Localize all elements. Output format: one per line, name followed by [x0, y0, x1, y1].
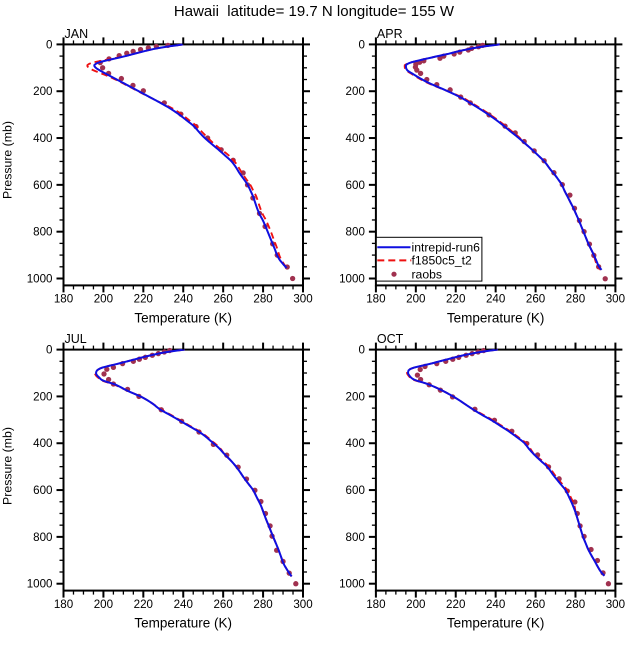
- svg-text:260: 260: [213, 293, 232, 306]
- svg-text:220: 220: [134, 598, 153, 611]
- svg-text:400: 400: [33, 132, 52, 145]
- svg-text:180: 180: [366, 598, 385, 611]
- svg-text:300: 300: [293, 598, 312, 611]
- svg-text:300: 300: [293, 293, 312, 306]
- svg-text:1000: 1000: [339, 273, 365, 286]
- svg-text:JAN: JAN: [65, 27, 89, 41]
- svg-text:0: 0: [358, 344, 364, 357]
- svg-text:400: 400: [346, 132, 365, 145]
- svg-text:Temperature (K): Temperature (K): [447, 616, 545, 631]
- svg-text:1000: 1000: [27, 273, 53, 286]
- svg-text:200: 200: [33, 390, 52, 403]
- svg-text:220: 220: [446, 598, 465, 611]
- svg-text:260: 260: [213, 598, 232, 611]
- svg-text:0: 0: [46, 38, 52, 51]
- svg-text:280: 280: [566, 598, 585, 611]
- svg-text:200: 200: [406, 293, 425, 306]
- svg-text:OCT: OCT: [377, 332, 404, 346]
- svg-text:600: 600: [33, 179, 52, 192]
- svg-text:600: 600: [346, 484, 365, 497]
- svg-text:600: 600: [33, 484, 52, 497]
- svg-text:1000: 1000: [27, 578, 53, 591]
- svg-text:240: 240: [174, 293, 193, 306]
- svg-text:800: 800: [33, 226, 52, 239]
- svg-text:1000: 1000: [339, 578, 365, 591]
- svg-text:240: 240: [174, 598, 193, 611]
- svg-text:200: 200: [346, 85, 365, 98]
- svg-text:Temperature (K): Temperature (K): [134, 616, 232, 631]
- svg-text:220: 220: [446, 293, 465, 306]
- svg-text:200: 200: [33, 85, 52, 98]
- svg-text:260: 260: [526, 598, 545, 611]
- svg-text:800: 800: [33, 531, 52, 544]
- svg-text:280: 280: [253, 598, 272, 611]
- svg-text:0: 0: [46, 344, 52, 357]
- svg-text:f1850c5_t2: f1850c5_t2: [412, 254, 473, 268]
- svg-text:Temperature (K): Temperature (K): [447, 310, 545, 325]
- svg-text:0: 0: [358, 38, 364, 51]
- svg-text:180: 180: [366, 293, 385, 306]
- svg-text:400: 400: [346, 437, 365, 450]
- svg-text:400: 400: [33, 437, 52, 450]
- svg-text:240: 240: [486, 293, 505, 306]
- svg-text:raobs: raobs: [412, 268, 443, 282]
- svg-text:200: 200: [406, 598, 425, 611]
- svg-text:220: 220: [134, 293, 153, 306]
- svg-text:300: 300: [606, 598, 625, 611]
- svg-text:JUL: JUL: [65, 332, 87, 346]
- svg-text:800: 800: [346, 531, 365, 544]
- svg-text:280: 280: [253, 293, 272, 306]
- svg-text:APR: APR: [377, 27, 403, 41]
- svg-text:Hawaii latitude= 19.7 N longi: Hawaii latitude= 19.7 N longitude= 155 W: [174, 3, 455, 20]
- svg-text:Temperature (K): Temperature (K): [134, 310, 232, 325]
- svg-text:240: 240: [486, 598, 505, 611]
- svg-text:280: 280: [566, 293, 585, 306]
- svg-text:600: 600: [346, 179, 365, 192]
- svg-text:800: 800: [346, 226, 365, 239]
- svg-text:intrepid-run6: intrepid-run6: [412, 241, 481, 255]
- svg-text:260: 260: [526, 293, 545, 306]
- svg-text:300: 300: [606, 293, 625, 306]
- svg-text:180: 180: [54, 293, 73, 306]
- svg-text:200: 200: [94, 598, 113, 611]
- svg-text:200: 200: [94, 293, 113, 306]
- svg-text:200: 200: [346, 390, 365, 403]
- svg-text:Pressure (mb): Pressure (mb): [0, 121, 14, 199]
- svg-text:Pressure (mb): Pressure (mb): [0, 427, 14, 505]
- svg-text:180: 180: [54, 598, 73, 611]
